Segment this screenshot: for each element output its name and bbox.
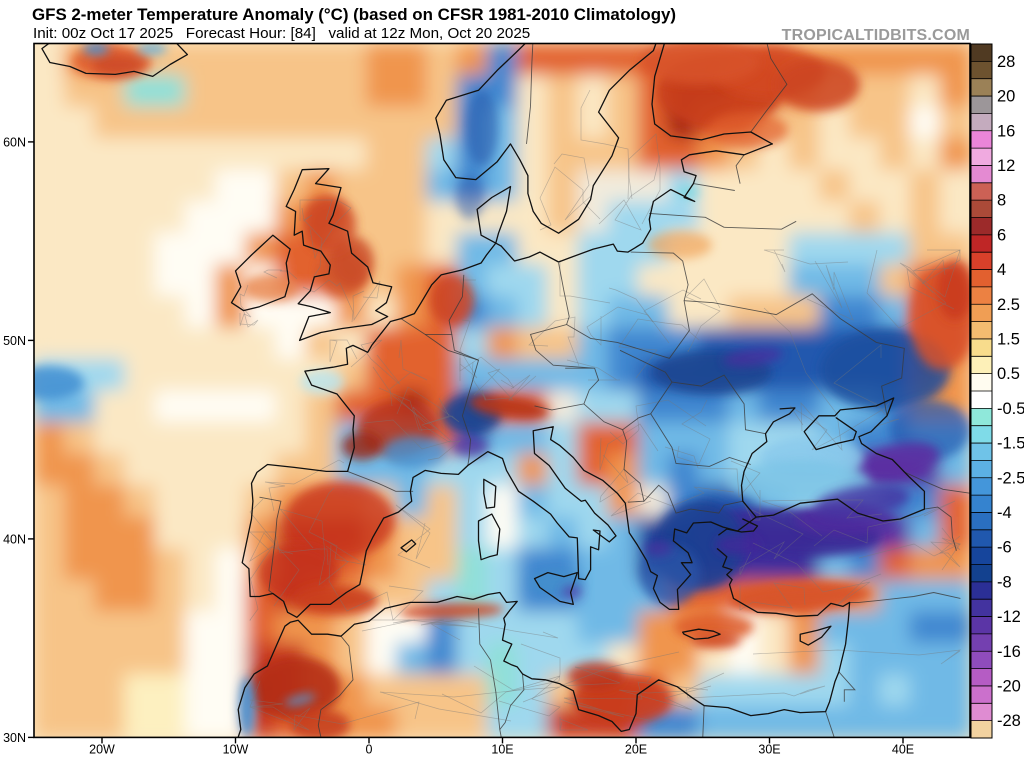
svg-text:-6: -6 — [997, 539, 1012, 557]
svg-text:20E: 20E — [625, 743, 647, 757]
svg-text:-8: -8 — [997, 573, 1012, 591]
svg-text:20: 20 — [997, 88, 1015, 106]
svg-text:-20: -20 — [997, 677, 1021, 695]
svg-text:1.5: 1.5 — [997, 330, 1020, 348]
svg-text:16: 16 — [997, 122, 1015, 140]
svg-text:0.5: 0.5 — [997, 365, 1020, 383]
svg-text:-4: -4 — [997, 504, 1012, 522]
svg-text:-16: -16 — [997, 643, 1021, 661]
svg-text:0: 0 — [366, 743, 373, 757]
svg-text:6: 6 — [997, 226, 1006, 244]
svg-text:40E: 40E — [892, 743, 914, 757]
svg-text:50N: 50N — [3, 334, 26, 348]
svg-text:-2.5: -2.5 — [997, 469, 1024, 487]
svg-text:8: 8 — [997, 192, 1006, 210]
svg-text:40N: 40N — [3, 532, 26, 546]
svg-text:20W: 20W — [89, 743, 115, 757]
svg-text:-12: -12 — [997, 608, 1021, 626]
svg-text:28: 28 — [997, 53, 1015, 71]
svg-text:4: 4 — [997, 261, 1006, 279]
svg-text:-1.5: -1.5 — [997, 435, 1024, 453]
svg-text:-0.5: -0.5 — [997, 400, 1024, 418]
svg-text:2.5: 2.5 — [997, 296, 1020, 314]
svg-text:-28: -28 — [997, 712, 1021, 730]
svg-text:60N: 60N — [3, 135, 26, 149]
svg-text:10E: 10E — [491, 743, 513, 757]
svg-text:10W: 10W — [223, 743, 249, 757]
svg-text:TROPICALTIDBITS.COM: TROPICALTIDBITS.COM — [782, 27, 970, 44]
svg-text:GFS 2-meter Temperature Anomal: GFS 2-meter Temperature Anomaly (°C) (ba… — [32, 5, 676, 24]
svg-text:30N: 30N — [3, 731, 26, 745]
svg-text:Init: 00z Oct 17 2025 Foreca: Init: 00z Oct 17 2025 Forecast Hour: [84… — [33, 25, 530, 42]
svg-text:30E: 30E — [758, 743, 780, 757]
svg-text:12: 12 — [997, 157, 1015, 175]
